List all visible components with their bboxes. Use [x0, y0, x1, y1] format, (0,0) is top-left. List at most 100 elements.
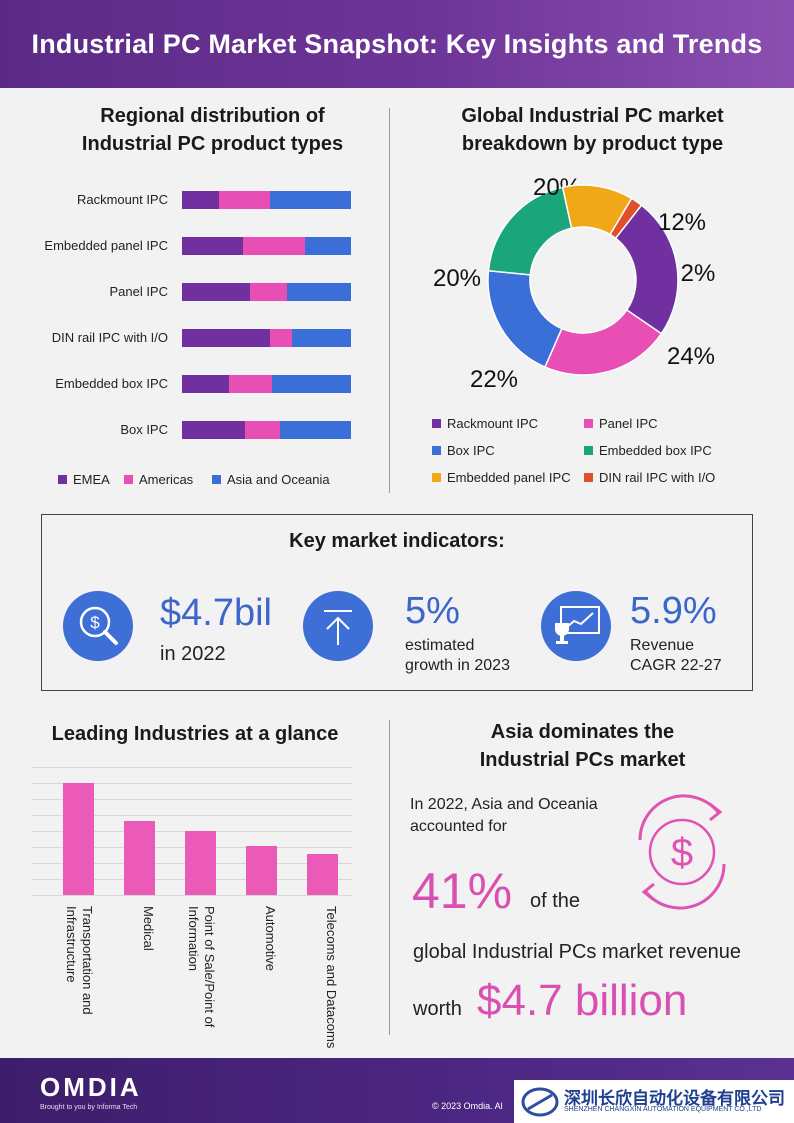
legend-swatch: [584, 473, 593, 482]
bar-segment-embedded-panel-ipc-emea: [182, 237, 243, 255]
bar-segment-box-ipc-americas: [244, 421, 280, 439]
gridline: [32, 799, 352, 800]
indicator-value-growth: 5%: [405, 590, 460, 632]
legend-swatch: [212, 475, 221, 484]
asia-title: Asia dominates the Industrial PCs market: [410, 718, 755, 774]
donut-legend-rackmount-ipc: Rackmount IPC: [432, 416, 538, 431]
industry-label-line: Automotive: [262, 906, 278, 972]
watermark-en: SHENZHEN CHANGXIN AUTOMATION EQUIPMENT C…: [564, 1106, 762, 1113]
industry-label-medical: Medical: [140, 906, 156, 951]
donut-legend: Rackmount IPC Panel IPC Box IPC Embedded bo…: [432, 414, 772, 494]
donut-slice-din-rail-ipc-with-i-o: [609, 197, 643, 240]
donut-label-din-rail-ipc-with-i-o: 2%: [681, 260, 716, 287]
donut-title-line2: breakdown by product type: [461, 133, 724, 155]
donut-label-panel-ipc: 22%: [470, 366, 518, 393]
bar-label-rackmount-ipc: Rackmount IPC: [76, 192, 168, 207]
legend-label: Panel IPC: [599, 416, 658, 431]
section-divider: [389, 108, 390, 493]
industry-label-line: Point of Sale/Point of: [201, 906, 217, 1028]
bar-label-box-ipc: Box IPC: [120, 422, 168, 437]
dollar-cycle-icon: $: [638, 794, 726, 910]
section-divider-2: [389, 720, 390, 1035]
industry-label-line: Medical: [140, 906, 156, 951]
bar-segment-embedded-box-ipc-asia-and-oceania: [271, 375, 351, 393]
bar-segment-panel-ipc-americas: [249, 283, 287, 301]
indicator-sub-revenue: in 2022: [160, 643, 226, 665]
bar-segment-rackmount-ipc-emea: [182, 191, 220, 209]
indicator-sub-cagr: Revenue CAGR 22-27: [630, 636, 722, 676]
legend-americas: Americas: [124, 472, 193, 487]
indicator-value-revenue: $4.7bil: [160, 592, 272, 634]
bar-segment-embedded-box-ipc-americas: [229, 375, 272, 393]
svg-text:$: $: [90, 613, 100, 632]
industry-bar-transportation-and-infrastructure: [63, 783, 94, 895]
asia-of-the: of the: [530, 890, 581, 912]
legend-emea: EMEA: [58, 472, 110, 487]
donut-title-line1: Global Industrial PC market: [461, 105, 724, 127]
gridline: [32, 815, 352, 816]
money-search-icon: $: [63, 591, 133, 661]
upload-arrow-icon: [303, 591, 373, 661]
donut-legend-embedded-panel-ipc: Embedded panel IPC: [432, 470, 571, 485]
asia-revenue-text: global Industrial PCs market revenue: [413, 941, 741, 963]
legend-label: Americas: [139, 472, 194, 487]
industry-bar-point-of-sale-point-of-information: [185, 831, 216, 895]
watermark-box: [514, 1080, 794, 1123]
industries-bar-chart: Transportation and Infrastructure Medical P…: [0, 755, 390, 1055]
industries-title: Leading Industries at a glance: [51, 723, 339, 745]
omdia-logo: OMDIA: [40, 1072, 142, 1102]
indicator-sub-growth: estimated growth in 2023: [405, 636, 510, 676]
industry-label-telecoms-and-datacoms: Telecoms and Datacoms: [323, 906, 339, 1048]
gridline: [32, 895, 352, 896]
indicator-cagr-line2: CAGR 22-27: [630, 657, 722, 674]
industry-label-line: Information: [185, 906, 201, 972]
bar-segment-din-rail-ipc-with-i-o-americas: [269, 329, 292, 347]
bar-segment-panel-ipc-emea: [182, 283, 250, 301]
bar-segment-embedded-panel-ipc-americas: [242, 237, 306, 255]
legend-label: Embedded panel IPC: [447, 470, 571, 485]
legend-label: Embedded box IPC: [599, 443, 712, 458]
bar-segment-box-ipc-emea: [182, 421, 245, 439]
bar-label-embedded-panel-ipc: Embedded panel IPC: [44, 238, 168, 253]
donut-label-rackmount-ipc: 24%: [667, 343, 715, 370]
bar-segment-rackmount-ipc-asia-and-oceania: [269, 191, 351, 209]
regional-title-line1: Regional distribution of: [100, 105, 325, 127]
legend-label: Box IPC: [447, 443, 495, 458]
industry-label-point-of-sale-point-of-information: Point of Sale/Point of Information: [185, 906, 217, 1027]
gridline: [32, 783, 352, 784]
page-title: Industrial PC Market Snapshot: Key Insig…: [31, 28, 763, 59]
legend-label: EMEA: [73, 472, 110, 487]
gridline: [32, 767, 352, 768]
bar-segment-box-ipc-asia-and-oceania: [280, 421, 351, 439]
donut-legend-panel-ipc: Panel IPC: [584, 416, 658, 431]
trophy-presentation-icon: [541, 591, 611, 661]
footer-tagline: Brought to you by Informa Tech: [40, 1104, 138, 1111]
legend-swatch: [432, 473, 441, 482]
legend-swatch: [58, 475, 67, 484]
bar-segment-embedded-box-ipc-emea: [182, 375, 230, 393]
donut-chart-title: Global Industrial PC market breakdown by…: [420, 102, 765, 158]
legend-swatch: [584, 419, 593, 428]
watermark-cn: 深圳长欣自动化设备有限公司: [564, 1089, 785, 1108]
industry-label-line: Telecoms and Datacoms: [323, 906, 339, 1049]
regional-title-line2: Industrial PC product types: [81, 133, 344, 155]
bar-segment-embedded-panel-ipc-asia-and-oceania: [305, 237, 351, 255]
indicator-growth-line1: estimated: [405, 637, 475, 654]
asia-intro-text: In 2022, Asia and Oceania accounted for: [410, 794, 598, 838]
donut-label-box-ipc: 20%: [433, 265, 481, 292]
bar-segment-rackmount-ipc-americas: [219, 191, 270, 209]
industry-label-transportation-and-infrastructure: Transportation and Infrastructure: [63, 906, 95, 1015]
industry-bar-telecoms-and-datacoms: [307, 853, 338, 895]
bar-label-panel-ipc: Panel IPC: [109, 284, 168, 299]
regional-chart-title: Regional distribution of Industrial PC p…: [40, 102, 385, 158]
donut-slice-box-ipc: [487, 269, 563, 369]
header-banner: [0, 0, 794, 88]
bar-label-embedded-box-ipc: Embedded box IPC: [55, 376, 168, 391]
asia-intro-line1: In 2022, Asia and Oceania: [410, 796, 598, 813]
indicators-title: Key market indicators:: [289, 530, 505, 552]
indicator-cagr-line1: Revenue: [630, 637, 695, 654]
donut-chart: 24%22%20%20%12%2%: [433, 174, 716, 393]
asia-intro-line2: accounted for: [410, 818, 507, 835]
asia-big-pct: 41%: [412, 863, 513, 919]
industry-bar-medical: [124, 821, 155, 895]
